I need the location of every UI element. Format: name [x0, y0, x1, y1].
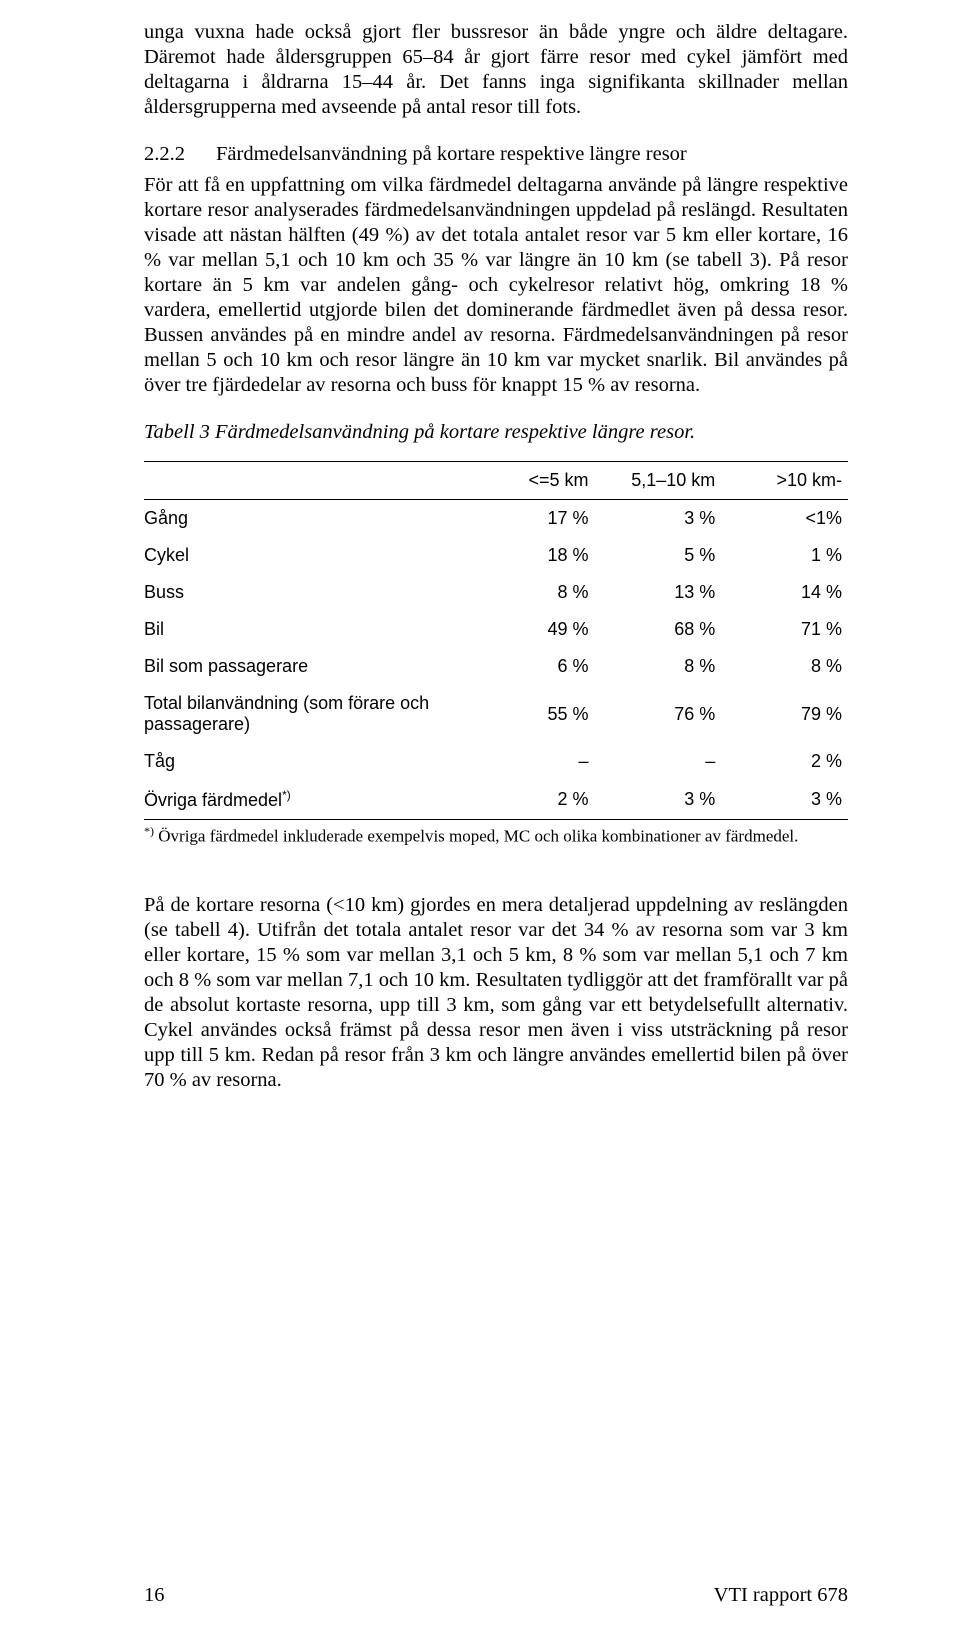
- footnote-marker: *): [144, 824, 154, 838]
- row-label: Buss: [144, 574, 468, 611]
- row-label: Cykel: [144, 537, 468, 574]
- document-page: unga vuxna hade också gjort fler bussres…: [0, 0, 960, 1637]
- table-footnote: *) Övriga färdmedel inkluderade exempelv…: [144, 824, 848, 847]
- section-number: 2.2.2: [144, 142, 216, 167]
- cell: 8 %: [721, 648, 848, 685]
- row-label: Bil som passagerare: [144, 648, 468, 685]
- paragraph-1: unga vuxna hade också gjort fler bussres…: [144, 20, 848, 120]
- table-header-blank: [144, 462, 468, 500]
- cell: 14 %: [721, 574, 848, 611]
- table-caption: Tabell 3 Färdmedelsanvändning på kortare…: [144, 420, 848, 445]
- cell: 68 %: [595, 611, 722, 648]
- cell: 6 %: [468, 648, 595, 685]
- row-label-sup: *): [282, 788, 291, 802]
- cell: 13 %: [595, 574, 722, 611]
- table-row: Övriga färdmedel*) 2 % 3 % 3 %: [144, 780, 848, 820]
- cell: 8 %: [468, 574, 595, 611]
- table-row: Bil som passagerare 6 % 8 % 8 %: [144, 648, 848, 685]
- table-header-row: <=5 km 5,1–10 km >10 km-: [144, 462, 848, 500]
- paragraph-3: På de kortare resorna (<10 km) gjordes e…: [144, 893, 848, 1093]
- cell: 55 %: [468, 685, 595, 743]
- row-label: Bil: [144, 611, 468, 648]
- section-heading: 2.2.2 Färdmedelsanvändning på kortare re…: [144, 142, 848, 167]
- cell: 3 %: [721, 780, 848, 820]
- row-label: Tåg: [144, 743, 468, 780]
- table-3: <=5 km 5,1–10 km >10 km- Gång 17 % 3 % <…: [144, 461, 848, 820]
- table-row: Tåg – – 2 %: [144, 743, 848, 780]
- cell: 8 %: [595, 648, 722, 685]
- cell: 5 %: [595, 537, 722, 574]
- cell: <1%: [721, 500, 848, 538]
- cell: 2 %: [468, 780, 595, 820]
- table-header-col1: <=5 km: [468, 462, 595, 500]
- row-label: Övriga färdmedel*): [144, 780, 468, 820]
- table-row: Buss 8 % 13 % 14 %: [144, 574, 848, 611]
- page-number: 16: [144, 1584, 165, 1607]
- page-footer: 16 VTI rapport 678: [144, 1584, 848, 1607]
- table-header-col2: 5,1–10 km: [595, 462, 722, 500]
- doc-id: VTI rapport 678: [714, 1584, 848, 1607]
- cell: 49 %: [468, 611, 595, 648]
- row-label: Total bilanvändning (som förare och pass…: [144, 685, 468, 743]
- cell: 71 %: [721, 611, 848, 648]
- table-row: Total bilanvändning (som förare och pass…: [144, 685, 848, 743]
- table-row: Bil 49 % 68 % 71 %: [144, 611, 848, 648]
- table-header-col3: >10 km-: [721, 462, 848, 500]
- table-row: Cykel 18 % 5 % 1 %: [144, 537, 848, 574]
- cell: –: [595, 743, 722, 780]
- row-label-text: Övriga färdmedel: [144, 790, 282, 810]
- cell: 3 %: [595, 780, 722, 820]
- cell: 1 %: [721, 537, 848, 574]
- cell: 18 %: [468, 537, 595, 574]
- section-title: Färdmedelsanvändning på kortare respekti…: [216, 142, 687, 167]
- paragraph-2: För att få en uppfattning om vilka färdm…: [144, 173, 848, 398]
- cell: 79 %: [721, 685, 848, 743]
- cell: –: [468, 743, 595, 780]
- cell: 2 %: [721, 743, 848, 780]
- cell: 3 %: [595, 500, 722, 538]
- cell: 17 %: [468, 500, 595, 538]
- footnote-text: Övriga färdmedel inkluderade exempelvis …: [154, 827, 798, 846]
- cell: 76 %: [595, 685, 722, 743]
- table-row: Gång 17 % 3 % <1%: [144, 500, 848, 538]
- row-label: Gång: [144, 500, 468, 538]
